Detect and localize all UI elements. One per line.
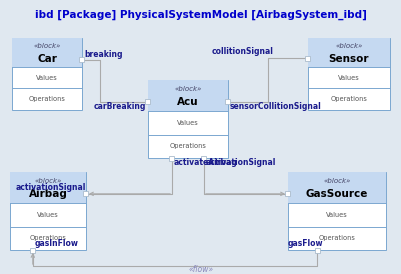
Bar	[201, 156, 206, 161]
Text: «flow»: «flow»	[188, 265, 213, 274]
Bar	[83, 191, 88, 196]
Text: «block»: «block»	[322, 178, 350, 184]
Text: Operations: Operations	[330, 96, 367, 102]
Bar	[287, 172, 385, 203]
Text: Acu: Acu	[177, 98, 198, 107]
Text: sensorCollitionSignal: sensorCollitionSignal	[229, 102, 321, 111]
Bar	[307, 38, 389, 110]
Text: Operations: Operations	[169, 143, 206, 149]
Text: «block»: «block»	[334, 43, 362, 49]
Bar	[10, 172, 86, 250]
Bar	[169, 156, 174, 161]
Bar	[225, 99, 230, 104]
Text: ibd [Package] PhysicalSystemModel [AirbagSystem_ibd]: ibd [Package] PhysicalSystemModel [Airba…	[35, 10, 366, 20]
Text: Values: Values	[37, 212, 59, 218]
Text: Car: Car	[37, 54, 57, 64]
Bar	[148, 80, 227, 111]
Text: «block»: «block»	[34, 178, 61, 184]
Bar	[148, 80, 227, 158]
Text: collitionSignal: collitionSignal	[212, 47, 273, 56]
Text: Sensor: Sensor	[328, 54, 369, 64]
Bar	[307, 38, 389, 67]
Text: Operations: Operations	[30, 235, 66, 241]
Text: carBreaking: carBreaking	[93, 102, 146, 111]
Text: Values: Values	[177, 120, 198, 126]
Bar	[285, 191, 290, 196]
Bar	[12, 38, 82, 67]
Bar	[10, 172, 86, 203]
Text: Values: Values	[36, 75, 58, 81]
Bar	[12, 38, 82, 110]
Text: «block»: «block»	[33, 43, 61, 49]
Text: Values: Values	[337, 75, 359, 81]
Bar	[314, 247, 319, 253]
Text: Operations: Operations	[318, 235, 354, 241]
Text: gasFlow: gasFlow	[287, 239, 322, 248]
Text: Airbag: Airbag	[28, 189, 67, 199]
Text: activationSignal: activationSignal	[16, 183, 86, 192]
Bar	[79, 57, 84, 62]
Bar	[145, 99, 150, 104]
Bar	[305, 56, 310, 61]
Text: «block»: «block»	[174, 86, 201, 92]
Text: GasSource: GasSource	[305, 189, 367, 199]
Text: gasInFlow: gasInFlow	[35, 239, 79, 248]
Bar	[30, 247, 35, 253]
Text: Values: Values	[325, 212, 347, 218]
Text: activationSignal: activationSignal	[205, 158, 276, 167]
Bar	[287, 172, 385, 250]
Text: activateAirbag: activateAirbag	[174, 158, 237, 167]
Text: Operations: Operations	[28, 96, 65, 102]
Text: breaking: breaking	[84, 50, 122, 59]
